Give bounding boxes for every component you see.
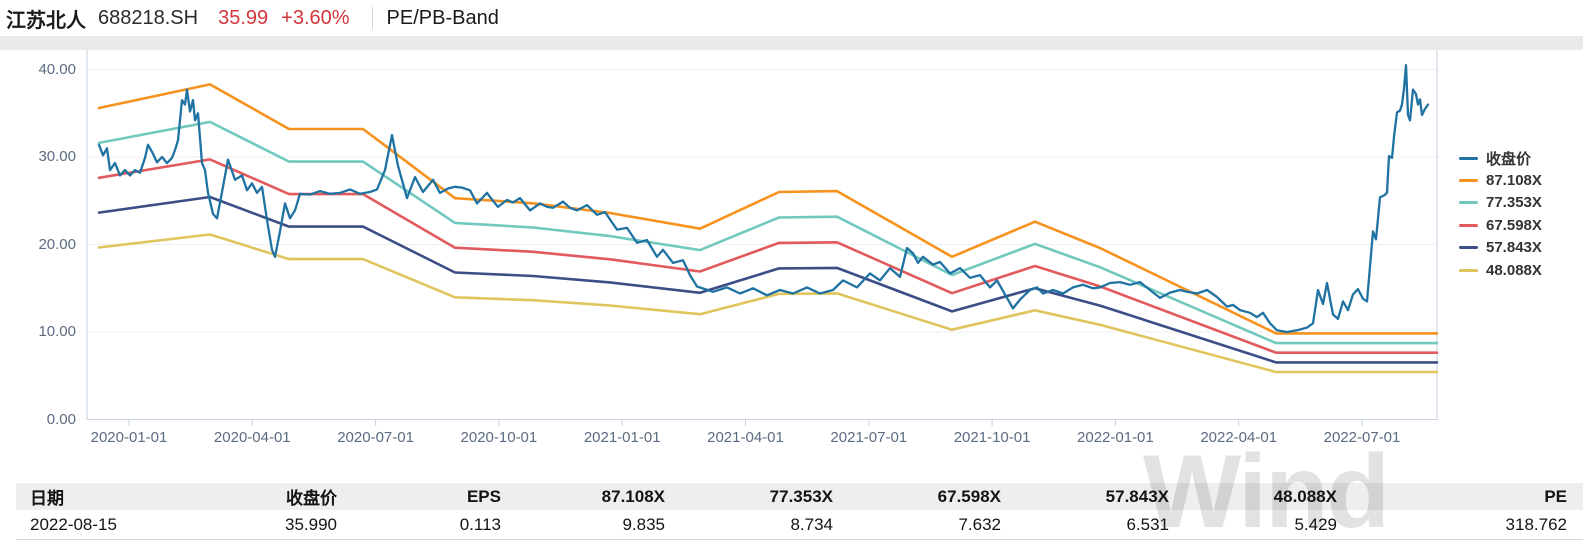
y-tick-label: 10.00	[38, 323, 76, 340]
legend-label: 77.353X	[1486, 194, 1542, 212]
band-line-57.843X	[97, 195, 1439, 364]
x-tick-label: 2022-01-01	[1077, 429, 1154, 446]
stock-ticker: 688218.SH	[98, 6, 199, 29]
table-data-row: 2022-08-15 35.990 0.113 9.835 8.734 7.632 6.53…	[16, 510, 1583, 540]
table-data-cell-5: 7.632	[958, 514, 1001, 534]
legend-label: 收盘价	[1486, 150, 1532, 168]
stock-name: 江苏北人	[6, 9, 86, 32]
band-line-77.353X	[97, 120, 1439, 345]
y-tick-label: 30.00	[38, 148, 76, 165]
table-data-cell-8: 318.762	[1505, 514, 1567, 534]
table-header-cell-4: 77.353X	[769, 486, 833, 506]
legend-item-67.598X[interactable]: 67.598X	[1459, 214, 1542, 236]
legend-item-87.108X[interactable]: 87.108X	[1459, 169, 1542, 191]
legend-item-57.843X[interactable]: 57.843X	[1459, 237, 1542, 259]
legend-color-chip	[1459, 223, 1478, 227]
table-header-cell-5: 67.598X	[937, 486, 1001, 506]
band-line-48.088X	[97, 233, 1439, 374]
table-data-cell-7: 5.429	[1294, 514, 1337, 534]
x-tick-label: 2020-10-01	[460, 429, 538, 446]
tab-pe-pb-band[interactable]: PE/PB-Band	[386, 6, 499, 29]
legend-label: 57.843X	[1486, 239, 1542, 257]
pe-band-table: 日期 收盘价 EPS 87.108X 77.353X 67.598X 57.843X 48.0…	[16, 483, 1583, 540]
chart-legend: 收盘价 87.108X 77.353X 67.598X 57.843X 48.088X	[1459, 147, 1542, 281]
wind-watermark: Wind	[1143, 434, 1390, 542]
price-line	[97, 63, 1430, 334]
header-separator-strip	[0, 36, 1583, 50]
legend-label: 67.598X	[1486, 216, 1542, 234]
legend-item-48.088X[interactable]: 48.088X	[1459, 259, 1542, 281]
x-tick-label: 2021-10-01	[953, 429, 1031, 446]
header-bar: 江苏北人 688218.SH 35.99 +3.60% PE/PB-Band	[0, 0, 1583, 36]
x-tick-label: 2022-04-01	[1200, 429, 1278, 446]
legend-color-chip	[1459, 268, 1478, 272]
legend-item-收盘价[interactable]: 收盘价	[1459, 147, 1542, 169]
table-header-cell-6: 57.843X	[1105, 486, 1169, 506]
band-line-87.108X	[97, 83, 1439, 335]
x-tick-label: 2022-07-01	[1323, 429, 1401, 446]
table-header-row: 日期 收盘价 EPS 87.108X 77.353X 67.598X 57.843X 48.0…	[16, 483, 1583, 510]
table-header-cell-7: 48.088X	[1273, 486, 1337, 506]
x-tick-label: 2021-04-01	[707, 429, 784, 446]
header-divider	[371, 7, 373, 29]
table-header-cell-3: 87.108X	[601, 486, 665, 506]
x-tick-label: 2020-04-01	[213, 429, 291, 446]
legend-label: 48.088X	[1486, 261, 1542, 279]
change-percent: +3.60%	[281, 6, 350, 29]
band-line-67.598X	[97, 158, 1439, 355]
table-data-cell-6: 6.531	[1126, 514, 1169, 534]
x-tick-label: 2020-01-01	[90, 429, 168, 446]
table-header-cell-8: PE	[1544, 486, 1567, 506]
legend-color-chip	[1459, 246, 1478, 250]
table-data-cell-4: 8.734	[790, 514, 833, 534]
x-tick-label: 2021-01-01	[583, 429, 661, 446]
legend-label: 87.108X	[1486, 172, 1542, 190]
y-tick-label: 40.00	[38, 60, 76, 78]
legend-color-chip	[1459, 156, 1478, 160]
table-data-cell-0: 2022-08-15	[30, 514, 117, 534]
table-header-cell-2: EPS	[466, 486, 501, 506]
table-data-cell-2: 0.113	[459, 514, 501, 534]
table-header-cell-1: 收盘价	[286, 489, 337, 508]
legend-item-77.353X[interactable]: 77.353X	[1459, 192, 1542, 214]
legend-color-chip	[1459, 179, 1478, 183]
table-data-cell-3: 9.835	[622, 514, 665, 534]
y-tick-label: 0.00	[46, 410, 76, 428]
y-tick-label: 20.00	[38, 235, 76, 253]
x-tick-label: 2021-07-01	[830, 429, 908, 446]
x-tick-label: 2020-07-01	[337, 429, 414, 446]
legend-color-chip	[1459, 201, 1478, 205]
table-data-cell-1: 35.990	[285, 514, 337, 534]
table-header-cell-0: 日期	[30, 489, 64, 508]
last-price: 35.99	[218, 6, 269, 29]
